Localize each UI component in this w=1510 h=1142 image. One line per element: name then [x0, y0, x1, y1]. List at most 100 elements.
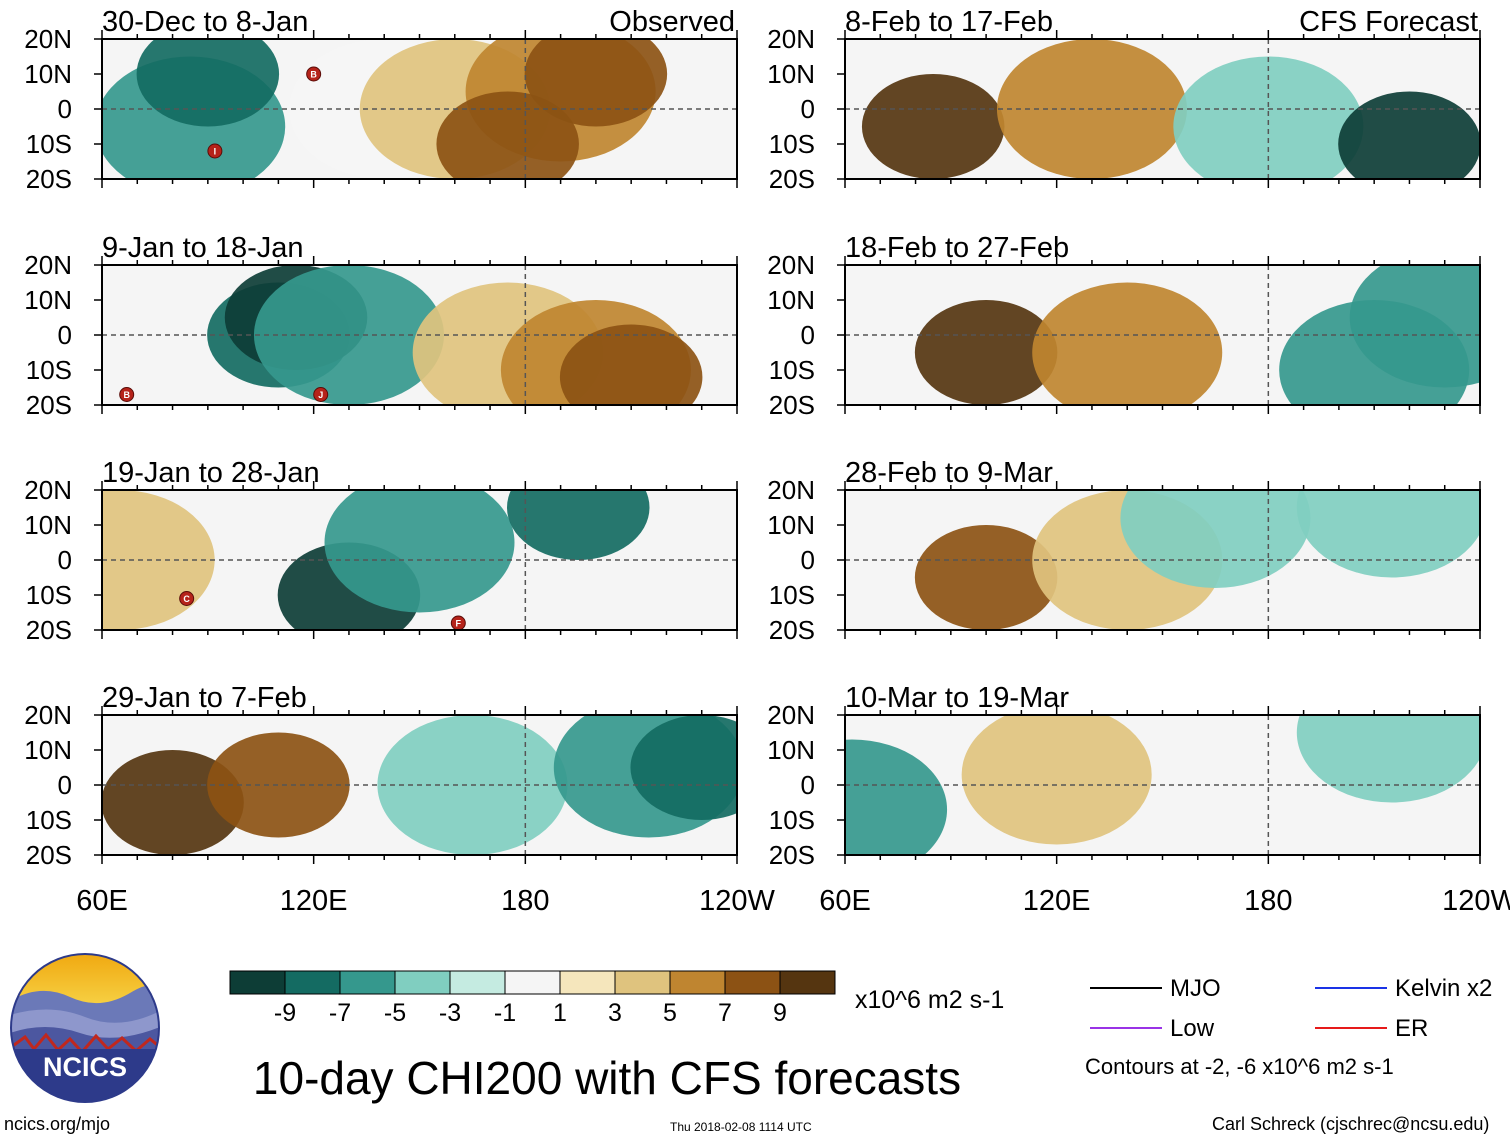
anomaly-blob — [1120, 490, 1311, 588]
y-tick-label: 20N — [24, 475, 72, 505]
y-tick-label: 20S — [769, 615, 815, 645]
y-tick-label: 20S — [26, 840, 72, 870]
storm-label: I — [214, 147, 217, 157]
anomaly-field — [845, 715, 1480, 855]
x-tick-label: 180 — [501, 885, 549, 917]
legend-label: Low — [1170, 1015, 1215, 1042]
anomaly-blob — [1296, 490, 1480, 578]
anomaly-field — [102, 39, 668, 179]
y-tick-label: 10S — [26, 580, 72, 610]
colorbar-tick-label: 7 — [718, 999, 732, 1027]
anomaly-blob — [559, 324, 703, 405]
anomaly-blob — [136, 39, 280, 127]
y-tick-label: 20N — [767, 475, 815, 505]
y-tick-label: 0 — [58, 94, 72, 124]
y-tick-label: 0 — [801, 320, 815, 350]
map-panel: B I 30-Dec to 8-Jan Observed 20N 10N 0 10S 20S — [24, 6, 738, 194]
colorbar-swatch — [229, 970, 286, 995]
y-tick-label: 0 — [58, 320, 72, 350]
y-tick-label: 0 — [801, 770, 815, 800]
y-tick-label: 20S — [769, 840, 815, 870]
storm-marker — [207, 143, 223, 159]
anomaly-blob — [914, 300, 1058, 405]
y-tick-label: 0 — [58, 770, 72, 800]
colorbar-tick-label: 5 — [663, 999, 677, 1027]
y-tick-label: 10S — [769, 355, 815, 385]
y-tick-label: 0 — [801, 545, 815, 575]
x-tick-label: 180 — [1244, 885, 1292, 917]
timestamp: Thu 2018-02-08 1114 UTC — [670, 1120, 812, 1134]
anomaly-blob — [1296, 715, 1480, 803]
storm-marker — [313, 387, 329, 402]
y-tick-label: 10N — [767, 59, 815, 89]
anomaly-blob — [630, 715, 737, 820]
anomaly-blob — [207, 732, 350, 838]
map-panel: 29-Jan to 7-Feb 20N 10N 0 10S 20S — [24, 682, 738, 870]
anomaly-blob — [1338, 91, 1480, 179]
y-tick-label: 10S — [26, 129, 72, 159]
colorbar-tick-label: -9 — [274, 999, 296, 1027]
anomaly-blob — [845, 739, 948, 855]
anomaly-blob — [961, 715, 1152, 845]
panel-period-label: 29-Jan to 7-Feb — [102, 682, 307, 714]
x-tick-label: 60E — [819, 885, 871, 917]
legend-label: ER — [1395, 1015, 1428, 1042]
y-tick-label: 20N — [767, 250, 815, 280]
anomaly-blob — [524, 39, 668, 127]
ncics-logo: NCICS — [10, 953, 160, 1103]
anomaly-blob — [1349, 265, 1480, 388]
y-tick-label: 10S — [769, 805, 815, 835]
colorbar-swatch — [669, 970, 726, 995]
y-tick-label: 10N — [24, 735, 72, 765]
colorbar-tick-label: 9 — [773, 999, 787, 1027]
anomaly-blob — [1173, 56, 1364, 179]
storm-marker — [306, 66, 322, 82]
y-tick-label: 10S — [26, 355, 72, 385]
y-tick-label: 0 — [58, 545, 72, 575]
colorbar-swatch — [394, 970, 451, 995]
chart-title: 10-day CHI200 with CFS forecasts — [253, 1052, 961, 1104]
colorbar-swatch — [449, 970, 506, 995]
y-tick-label: 10N — [767, 735, 815, 765]
legend-area: -9 -7 -5 -3 -1 1 3 5 7 9 x10^6 m2 s-1 MJO Kelvin x… — [229, 970, 1492, 1104]
legend-label: MJO — [1170, 975, 1221, 1002]
y-tick-label: 10N — [24, 510, 72, 540]
colorbar-tick-label: 3 — [608, 999, 622, 1027]
map-panel: 18-Feb to 27-Feb 20N 10N 0 10S 20S — [767, 232, 1481, 420]
anomaly-blob — [861, 74, 1005, 179]
x-tick-label: 120W — [699, 885, 775, 917]
map-panel: C F 19-Jan to 28-Jan 20N 10N 0 10S 20S — [24, 457, 738, 645]
y-tick-label: 20N — [24, 24, 72, 54]
colorbar-swatch — [559, 970, 616, 995]
contour-note: Contours at -2, -6 x10^6 m2 s-1 — [1085, 1054, 1394, 1079]
y-tick-label: 20N — [24, 700, 72, 730]
storm-label: F — [456, 619, 462, 629]
storm-marker — [179, 591, 195, 606]
panel-period-label: 30-Dec to 8-Jan — [102, 6, 308, 38]
colorbar-swatch — [779, 970, 836, 995]
y-tick-label: 20N — [767, 700, 815, 730]
colorbar-tick-label: 1 — [553, 999, 567, 1027]
y-tick-label: 10N — [24, 285, 72, 315]
anomaly-blob — [507, 490, 650, 560]
anomaly-blob — [436, 91, 579, 179]
anomaly-field — [207, 265, 703, 405]
colorbar-units: x10^6 m2 s-1 — [855, 986, 1004, 1014]
site-link[interactable]: ncics.org/mjo — [4, 1114, 111, 1134]
legend-label: Kelvin x2 — [1395, 975, 1492, 1002]
colorbar-swatch — [339, 970, 396, 995]
y-tick-label: 10S — [769, 580, 815, 610]
colorbar-swatch — [724, 970, 781, 995]
column-label: Observed — [609, 6, 735, 38]
colorbar-tick-label: -5 — [384, 999, 406, 1027]
y-tick-label: 20S — [26, 615, 72, 645]
colorbar-tick-label: -1 — [494, 999, 516, 1027]
x-tick-label: 120E — [280, 885, 348, 917]
colorbar-swatch — [614, 970, 671, 995]
y-tick-label: 10N — [767, 510, 815, 540]
colorbar: -9 -7 -5 -3 -1 1 3 5 7 9 — [229, 970, 836, 1027]
y-tick-label: 20S — [769, 164, 815, 194]
y-tick-label: 10N — [24, 59, 72, 89]
y-tick-label: 10S — [769, 129, 815, 159]
